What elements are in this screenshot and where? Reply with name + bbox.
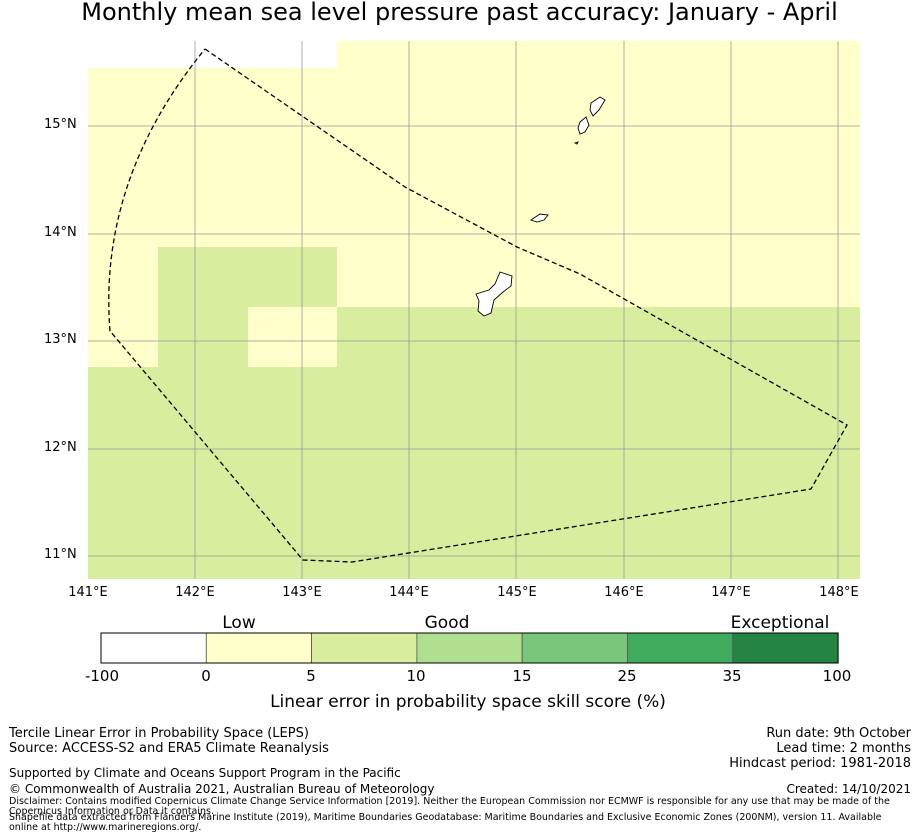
- cell-yellow-left: [88, 307, 158, 367]
- eez-boundary: [108, 48, 848, 563]
- lat-label-12n: 12°N: [44, 440, 77, 455]
- copyright-text: © Commonwealth of Australia 2021, Austra…: [9, 782, 435, 796]
- created-text: Created: 14/10/2021: [786, 782, 911, 796]
- colorbar-tick: 0: [201, 667, 211, 685]
- colorbar-segment: [521, 632, 628, 664]
- island-tinian: [577, 116, 590, 135]
- island-aguijan: [573, 141, 579, 145]
- lon-label-143e: 143°E: [282, 585, 322, 600]
- cell-yellow-inner: [248, 307, 337, 367]
- lead-time-text: Lead time: 2 months: [776, 741, 911, 756]
- category-exceptional: Exceptional: [730, 613, 830, 633]
- colorbar-tick: 5: [306, 667, 316, 685]
- colorbar-segment: [627, 632, 734, 664]
- chart-title: Monthly mean sea level pressure past acc…: [81, 0, 838, 26]
- support-text: Supported by Climate and Oceans Support …: [9, 766, 401, 780]
- colorbar-segment: [205, 632, 313, 664]
- graticule: [88, 41, 860, 579]
- lat-label-11n: 11°N: [44, 547, 77, 562]
- island-guam: [475, 271, 513, 317]
- colorbar-segment: [732, 632, 839, 664]
- shapefile-credit: Shapefile data extracted from Flanders M…: [9, 812, 882, 833]
- colorbar-tick: 100: [822, 667, 852, 685]
- skill-cells: [88, 41, 860, 579]
- colorbar-tick: 15: [512, 667, 532, 685]
- lon-label-142e: 142°E: [175, 585, 215, 600]
- lat-label-15n: 15°N: [44, 117, 77, 132]
- islands: [475, 96, 606, 317]
- map-panel: [88, 41, 860, 579]
- disclaimer-text: Disclaimer: Contains modified Copernicus…: [9, 796, 890, 817]
- island-rota: [529, 213, 549, 223]
- run-date-text: Run date: 9th October: [766, 726, 911, 741]
- colorbar-tick: 10: [406, 667, 426, 685]
- colorbar-segment: [311, 632, 418, 664]
- colorbar-tick: -100: [84, 667, 120, 685]
- colorbar-segment: [416, 632, 523, 664]
- colorbar-tick: 25: [617, 667, 637, 685]
- lon-label-147e: 147°E: [711, 585, 751, 600]
- colorbar-frame: [100, 632, 839, 664]
- lon-label-141e: 141°E: [68, 585, 108, 600]
- cell-green-left: [158, 247, 337, 307]
- cell-green-lower: [88, 307, 860, 579]
- lat-label-13n: 13°N: [44, 332, 77, 347]
- cell-yellow-topright: [337, 41, 860, 68]
- lat-label-14n: 14°N: [44, 225, 77, 240]
- lon-label-146e: 146°E: [604, 585, 644, 600]
- category-good: Good: [424, 613, 470, 633]
- lon-label-145e: 145°E: [497, 585, 537, 600]
- island-saipan: [589, 96, 606, 117]
- lon-label-144e: 144°E: [389, 585, 429, 600]
- colorbar-label: Linear error in probability space skill …: [270, 692, 666, 712]
- colorbar-tick: 35: [722, 667, 742, 685]
- source-text: Source: ACCESS-S2 and ERA5 Climate Reana…: [9, 741, 329, 756]
- category-low: Low: [222, 613, 256, 633]
- hindcast-text: Hindcast period: 1981-2018: [729, 756, 911, 771]
- colorbar: [100, 632, 839, 664]
- colorbar-segment: [100, 632, 207, 664]
- lon-label-148e: 148°E: [819, 585, 859, 600]
- method-text: Tercile Linear Error in Probability Spac…: [9, 726, 309, 741]
